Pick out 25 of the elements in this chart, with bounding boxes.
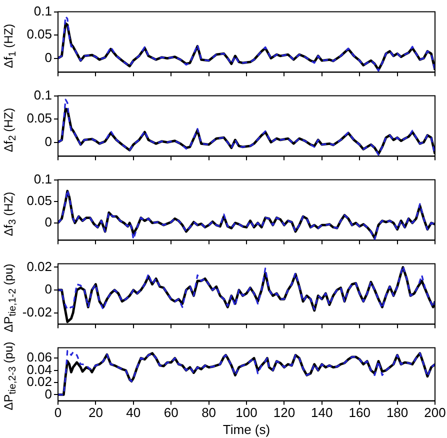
y-tick-label: 0.05 xyxy=(26,192,52,208)
y-tick-label: 0 xyxy=(44,134,52,149)
x-tick-label: 120 xyxy=(273,405,296,420)
y-tick-label: 0 xyxy=(44,50,52,65)
y-tick-label: 0.1 xyxy=(34,3,52,18)
y-tick-label: 0.02 xyxy=(26,258,52,274)
x-axis-title: Time (s) xyxy=(222,422,270,437)
x-tick-label: 80 xyxy=(202,405,216,420)
x-tick-label: 180 xyxy=(386,405,408,420)
x-tick-label: 160 xyxy=(348,405,370,420)
x-tick-label: 0 xyxy=(54,405,62,420)
line-series xyxy=(58,265,435,310)
x-tick-label: 140 xyxy=(311,405,333,420)
y-tick-label: 0 xyxy=(44,282,52,297)
x-tick-label: 60 xyxy=(164,405,178,420)
x-tick-label: 200 xyxy=(424,405,446,420)
y-tick-label: 0.05 xyxy=(26,26,52,42)
y-tick-label: 0.1 xyxy=(34,171,52,186)
y-tick-label: 0 xyxy=(44,214,52,230)
y-tick-label: 0.1 xyxy=(34,87,52,102)
x-tick-label: 100 xyxy=(236,405,258,420)
y-tick-label: -0.02 xyxy=(22,304,52,320)
x-tick-label: 40 xyxy=(126,405,141,420)
y-tick-label: 0.05 xyxy=(26,110,52,126)
x-tick-label: 20 xyxy=(88,405,103,420)
